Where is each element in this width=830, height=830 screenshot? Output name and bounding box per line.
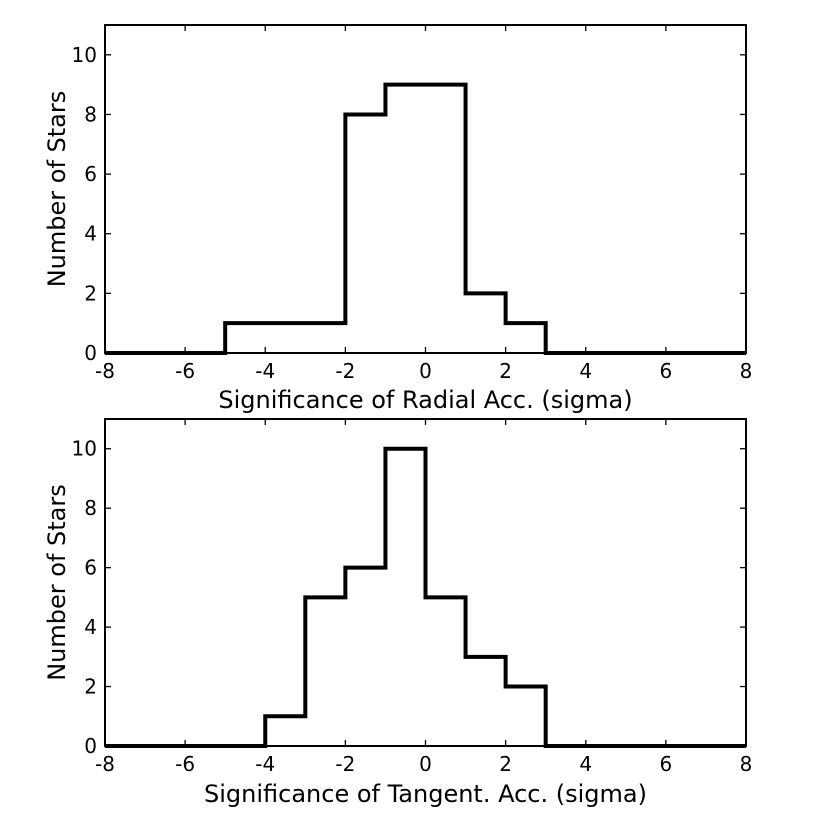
y-tick-label: 2 [84,281,97,305]
y-tick-label: 10 [72,437,97,461]
x-tick-label: 8 [740,359,753,383]
y-tick-label: 4 [84,222,97,246]
x-axis-label: Significance of Tangent. Acc. (sigma) [204,780,647,808]
plot-frame [104,24,747,354]
y-axis-label: Number of Stars [43,91,71,288]
tick-group: -8 -6 -4 -2 0 2 4 6 8 0 2 4 6 8 10 [72,419,753,776]
x-axis-label: Significance of Radial Acc. (sigma) [218,386,632,414]
y-tick-label: 0 [84,341,97,365]
x-tick-label: -4 [255,752,275,776]
x-tick-label: -2 [335,752,355,776]
x-tick-label: -8 [95,359,115,383]
x-tick-label: 4 [579,752,592,776]
x-tick-label: -6 [175,752,195,776]
radial-acc-panel: -8 -6 -4 -2 0 2 4 6 8 0 2 4 6 8 10 Significance of Rad… [43,24,753,414]
x-tick-label: -2 [335,359,355,383]
x-tick-label: 4 [579,359,592,383]
x-tick-label: 0 [419,359,432,383]
tangential-acc-panel: -8 -6 -4 -2 0 2 4 6 8 0 2 4 6 8 10 Significance of Tan… [43,418,753,808]
histogram-step-line [105,82,746,355]
y-tick-label: 4 [84,615,97,639]
y-tick-label: 8 [84,102,97,126]
x-tick-label: 6 [660,359,673,383]
y-tick-label: 6 [84,556,97,580]
x-tick-label: 8 [740,752,753,776]
tick-group: -8 -6 -4 -2 0 2 4 6 8 0 2 4 6 8 10 [72,25,753,383]
x-tick-label: -6 [175,359,195,383]
y-tick-label: 6 [84,162,97,186]
y-tick-label: 0 [84,734,97,758]
y-axis-label: Number of Stars [43,484,71,681]
x-tick-label: -8 [95,752,115,776]
x-tick-label: 2 [499,752,512,776]
x-tick-label: 0 [419,752,432,776]
histogram-step-line [105,446,746,748]
y-tick-label: 8 [84,496,97,520]
y-tick-label: 2 [84,675,97,699]
x-tick-label: -4 [255,359,275,383]
x-tick-label: 6 [660,752,673,776]
y-tick-label: 10 [72,43,97,67]
x-tick-label: 2 [499,359,512,383]
